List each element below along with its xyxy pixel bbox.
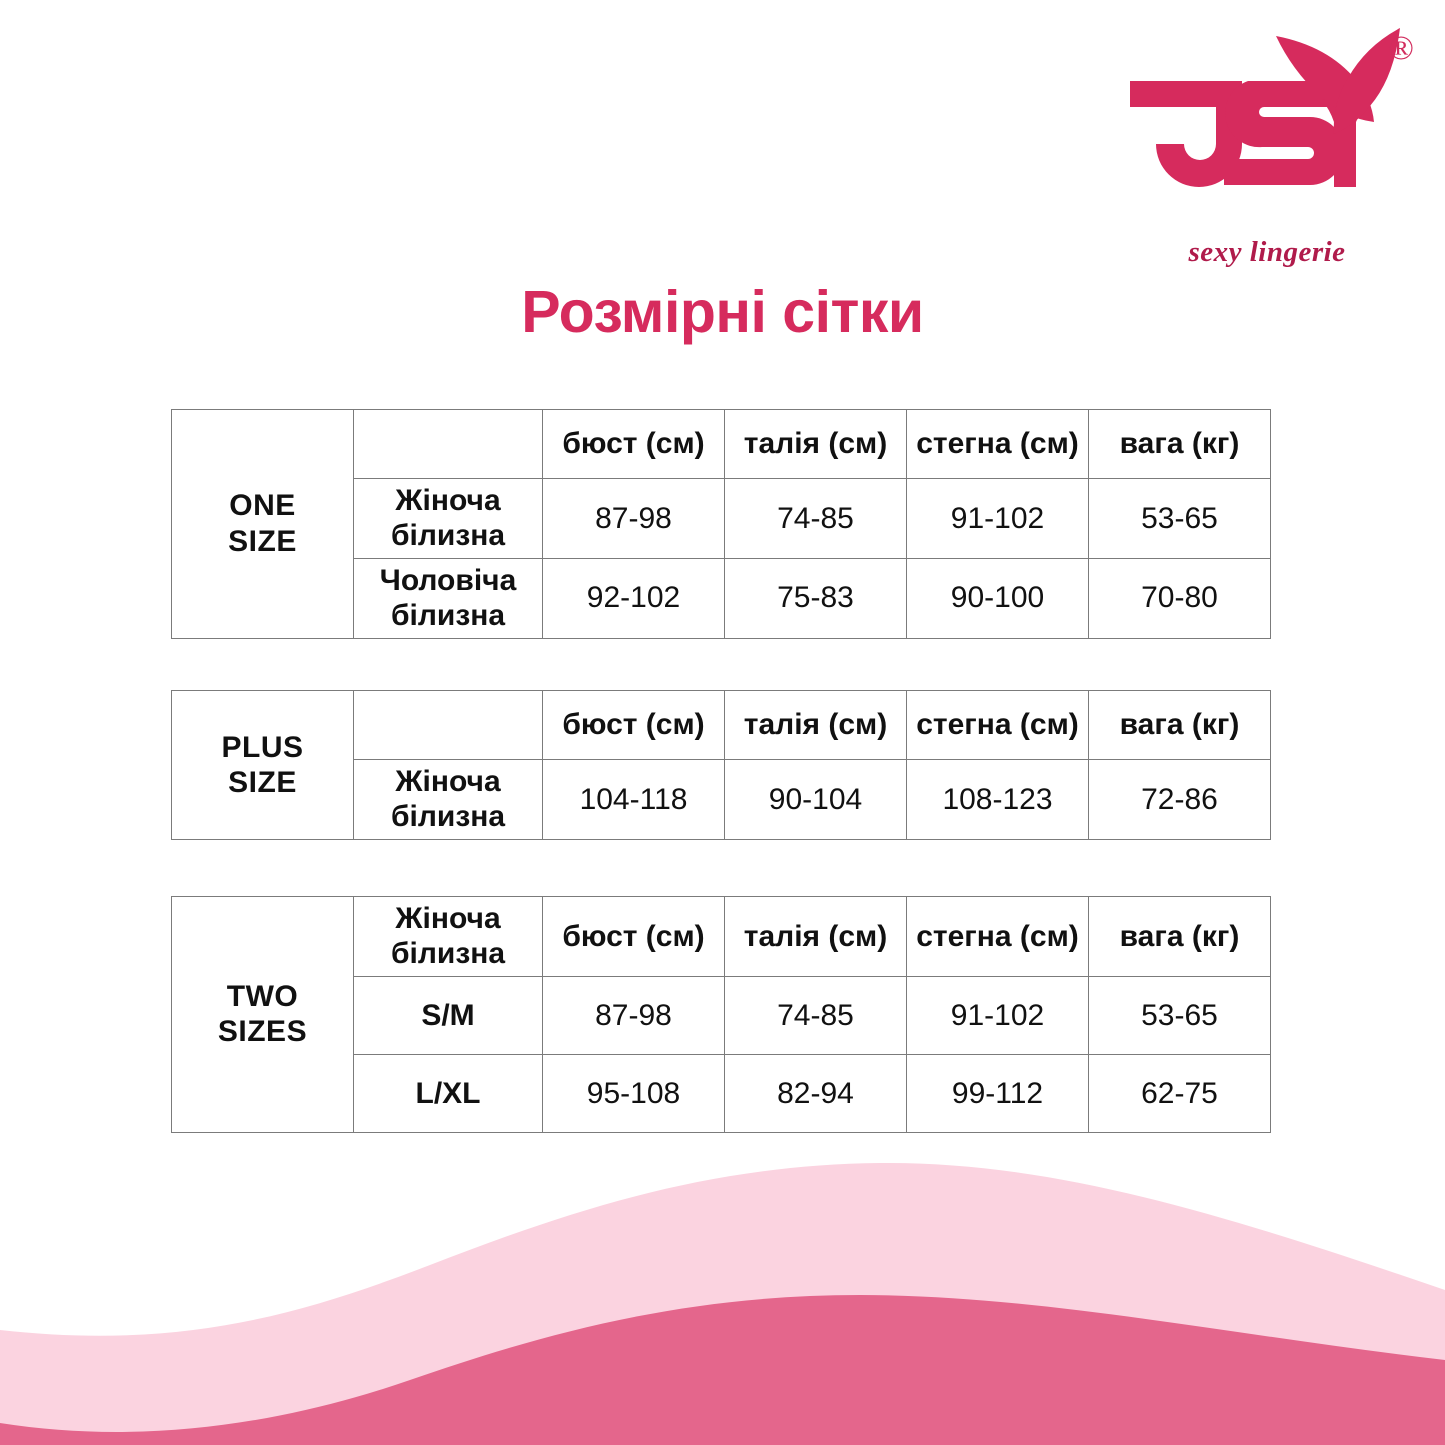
brand-tagline: sexy lingerie bbox=[1188, 236, 1346, 268]
header-weight: вага (кг) bbox=[1088, 896, 1271, 977]
cell-bust: 95-108 bbox=[542, 1053, 725, 1133]
decorative-wave-footer bbox=[0, 1162, 1445, 1445]
cell-waist: 74-85 bbox=[724, 478, 907, 559]
size-table-two-sizes: TWO SIZES Жіноча білизна бюст (см) талія (… bbox=[171, 896, 1271, 1133]
size-table-plus-size: PLUS SIZE бюст (см) талія (см) стегна (см… bbox=[171, 690, 1271, 840]
cell-waist: 75-83 bbox=[724, 557, 907, 639]
registered-trademark-icon: ® bbox=[1388, 30, 1414, 67]
header-kind-blank bbox=[353, 690, 543, 760]
brand-logo: ® sexy lingerie bbox=[1112, 18, 1422, 268]
cell-bust: 87-98 bbox=[542, 975, 725, 1055]
cell-weight: 53-65 bbox=[1088, 975, 1271, 1055]
row-kind: Жіноча білизна bbox=[353, 478, 543, 559]
table-row: Чоловіча білизна 92-102 75-83 90-100 70-8… bbox=[172, 557, 1271, 639]
cell-weight: 70-80 bbox=[1088, 557, 1271, 639]
row-kind: S/M bbox=[353, 975, 543, 1055]
table-row: Жіноча білизна 104-118 90-104 108-123 72-… bbox=[172, 759, 1271, 840]
header-bust: бюст (см) bbox=[542, 409, 725, 479]
cell-weight: 62-75 bbox=[1088, 1053, 1271, 1133]
cell-waist: 82-94 bbox=[724, 1053, 907, 1133]
cell-hips: 91-102 bbox=[906, 975, 1089, 1055]
cell-bust: 104-118 bbox=[542, 759, 725, 840]
table-row: Жіноча білизна 87-98 74-85 91-102 53-65 bbox=[172, 478, 1271, 559]
header-waist: талія (см) bbox=[724, 690, 907, 760]
table-row-header: PLUS SIZE бюст (см) талія (см) стегна (см… bbox=[171, 690, 1271, 840]
row-kind: Жіноча білизна bbox=[353, 759, 543, 840]
header-bust: бюст (см) bbox=[542, 896, 725, 977]
size-table-one-size: ONE SIZE бюст (см) талія (см) стегна (см)… bbox=[171, 409, 1271, 639]
header-hips: стегна (см) bbox=[906, 896, 1089, 977]
header-waist: талія (см) bbox=[724, 409, 907, 479]
table-row: S/M 87-98 74-85 91-102 53-65 bbox=[172, 975, 1271, 1055]
page-title: Розмірні сітки bbox=[521, 279, 924, 345]
size-label-two-sizes: TWO SIZES bbox=[171, 896, 354, 1133]
cell-waist: 90-104 bbox=[724, 759, 907, 840]
header-waist: талія (см) bbox=[724, 896, 907, 977]
jsy-logo-icon bbox=[1130, 28, 1400, 187]
table-row-header: TWO SIZES Жіноча білизна бюст (см) талія (… bbox=[171, 896, 1271, 1133]
cell-bust: 92-102 bbox=[542, 557, 725, 639]
cell-hips: 99-112 bbox=[906, 1053, 1089, 1133]
header-kind: Жіноча білизна bbox=[353, 896, 543, 977]
header-kind-blank bbox=[353, 409, 543, 479]
cell-hips: 108-123 bbox=[906, 759, 1089, 840]
cell-weight: 72-86 bbox=[1088, 759, 1271, 840]
header-weight: вага (кг) bbox=[1088, 690, 1271, 760]
size-label-one-size: ONE SIZE bbox=[171, 409, 354, 639]
cell-hips: 91-102 bbox=[906, 478, 1089, 559]
header-bust: бюст (см) bbox=[542, 690, 725, 760]
cell-waist: 74-85 bbox=[724, 975, 907, 1055]
table-row-header: ONE SIZE бюст (см) талія (см) стегна (см)… bbox=[171, 409, 1271, 639]
header-weight: вага (кг) bbox=[1088, 409, 1271, 479]
row-kind: Чоловіча білизна bbox=[353, 557, 543, 639]
cell-hips: 90-100 bbox=[906, 557, 1089, 639]
table-row: L/XL 95-108 82-94 99-112 62-75 bbox=[172, 1053, 1271, 1133]
size-label-plus-size: PLUS SIZE bbox=[171, 690, 354, 840]
cell-weight: 53-65 bbox=[1088, 478, 1271, 559]
cell-bust: 87-98 bbox=[542, 478, 725, 559]
row-kind: L/XL bbox=[353, 1053, 543, 1133]
header-hips: стегна (см) bbox=[906, 409, 1089, 479]
header-hips: стегна (см) bbox=[906, 690, 1089, 760]
wave-dark-shape bbox=[0, 1295, 1445, 1445]
